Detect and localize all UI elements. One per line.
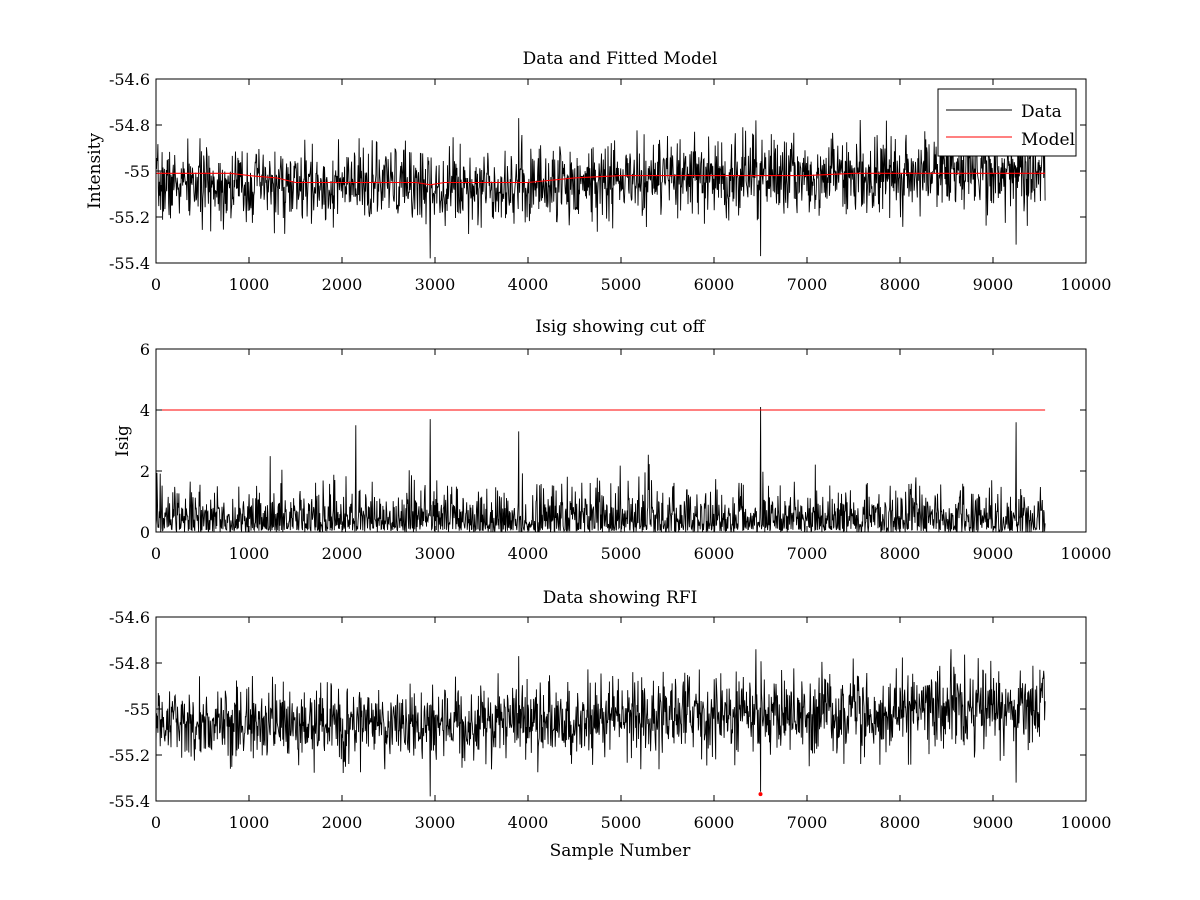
panel-title: Isig showing cut off bbox=[535, 317, 706, 337]
x-tick-label: 5000 bbox=[601, 275, 642, 294]
y-tick-label: 0 bbox=[140, 523, 150, 542]
series-data-0 bbox=[156, 113, 1046, 259]
x-tick-label: 4000 bbox=[508, 544, 549, 563]
x-tick-label: 1000 bbox=[229, 544, 270, 563]
x-tick-label: 2000 bbox=[322, 544, 363, 563]
panel-isig: Isig showing cut off Isig 0 1000 2000 3000 4… bbox=[113, 317, 1111, 563]
y-tick-label: -54.6 bbox=[109, 70, 150, 89]
panel-title: Data and Fitted Model bbox=[523, 49, 718, 69]
series-noise-0 bbox=[156, 649, 1046, 797]
series-noise-abs-0 bbox=[156, 406, 1046, 532]
x-tick-label: 9000 bbox=[973, 813, 1014, 832]
x-tick-label: 10000 bbox=[1061, 544, 1112, 563]
x-tick-label: 5000 bbox=[601, 813, 642, 832]
x-tick-label: 8000 bbox=[880, 813, 921, 832]
legend-label-data: Data bbox=[1021, 102, 1062, 122]
x-tick-label: 9000 bbox=[973, 275, 1014, 294]
x-tick-label: 10000 bbox=[1061, 813, 1112, 832]
series-layer bbox=[156, 649, 1046, 797]
x-tick-label: 5000 bbox=[601, 544, 642, 563]
x-tick-label: 0 bbox=[151, 813, 161, 832]
x-tick-label: 4000 bbox=[508, 275, 549, 294]
ticks-layer: 0 1000 2000 3000 4000 5000 6000 7000 8000 9000 100… bbox=[109, 70, 1111, 294]
series-layer bbox=[156, 406, 1046, 532]
panel-title: Data showing RFI bbox=[543, 588, 698, 608]
y-axis-label: Isig bbox=[113, 425, 133, 457]
legend-box bbox=[937, 88, 1077, 157]
x-tick-label: 7000 bbox=[787, 813, 828, 832]
x-tick-label: 3000 bbox=[415, 275, 456, 294]
ticks-layer: 0 1000 2000 3000 4000 5000 6000 7000 8000 9000 100… bbox=[109, 608, 1111, 832]
series-model-1 bbox=[156, 172, 1046, 186]
x-tick-label: 2000 bbox=[322, 275, 363, 294]
y-tick-label: -55.4 bbox=[109, 254, 150, 273]
x-tick-label: 7000 bbox=[787, 544, 828, 563]
x-tick-label: 3000 bbox=[415, 813, 456, 832]
x-tick-label: 2000 bbox=[322, 813, 363, 832]
ticks-layer: 0 1000 2000 3000 4000 5000 6000 7000 8000 9000 100… bbox=[140, 340, 1112, 563]
y-tick-label: -55 bbox=[124, 700, 150, 719]
y-tick-label: 4 bbox=[140, 401, 150, 420]
x-tick-label: 10000 bbox=[1061, 275, 1112, 294]
x-tick-label: 7000 bbox=[787, 275, 828, 294]
x-tick-label: 6000 bbox=[694, 275, 735, 294]
x-axis-label: Sample Number bbox=[550, 841, 692, 861]
y-tick-label: -55.2 bbox=[109, 208, 150, 227]
x-tick-label: 3000 bbox=[415, 544, 456, 563]
y-tick-label: -55.2 bbox=[109, 746, 150, 765]
y-tick-label: -55.4 bbox=[109, 792, 150, 811]
x-tick-label: 0 bbox=[151, 544, 161, 563]
x-tick-label: 6000 bbox=[694, 813, 735, 832]
y-tick-label: -54.6 bbox=[109, 608, 150, 627]
y-tick-label: -55 bbox=[124, 162, 150, 181]
y-tick-label: -54.8 bbox=[109, 116, 150, 135]
panel-data-and-model: Data and Fitted Model Intensity 0 1000 200… bbox=[85, 49, 1111, 294]
x-tick-label: 8000 bbox=[880, 275, 921, 294]
series-layer bbox=[156, 113, 1046, 259]
legend-label-model: Model bbox=[1021, 130, 1075, 150]
x-tick-label: 6000 bbox=[694, 544, 735, 563]
x-tick-label: 0 bbox=[151, 275, 161, 294]
x-tick-label: 9000 bbox=[973, 544, 1014, 563]
x-tick-label: 8000 bbox=[880, 544, 921, 563]
y-tick-label: 6 bbox=[140, 340, 150, 359]
y-axis-label: Intensity bbox=[85, 133, 105, 209]
x-tick-label: 1000 bbox=[229, 813, 270, 832]
panel-data-rfi: Data showing RFI 0 1000 2000 3000 4000 5000 60… bbox=[109, 588, 1111, 861]
y-tick-label: -54.8 bbox=[109, 654, 150, 673]
x-tick-label: 1000 bbox=[229, 275, 270, 294]
x-tick-label: 4000 bbox=[508, 813, 549, 832]
rfi-marker bbox=[758, 792, 763, 797]
legend: Data Model bbox=[937, 88, 1077, 157]
y-tick-label: 2 bbox=[140, 462, 150, 481]
